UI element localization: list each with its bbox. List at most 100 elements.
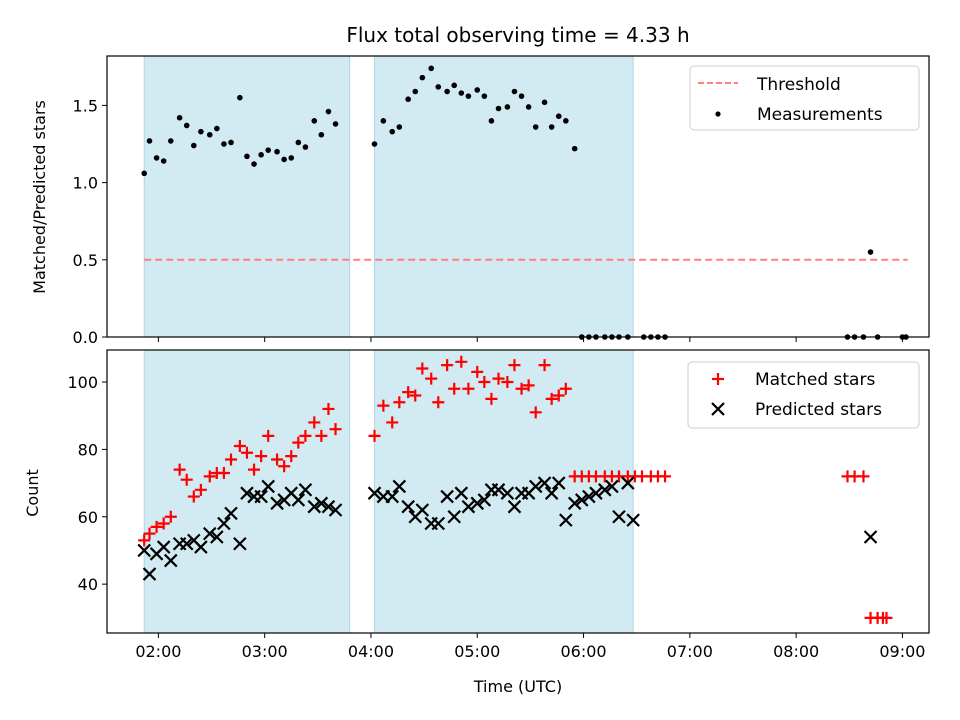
- ratio-y-tick-label: 1.0: [73, 174, 98, 193]
- predicted-star-point: [291, 493, 306, 507]
- matched-star-point: [425, 372, 438, 385]
- measurement-point: [146, 138, 153, 144]
- matched-star-point: [552, 389, 565, 402]
- predicted-star-point: [224, 506, 238, 521]
- measurement-point: [183, 122, 190, 129]
- matched-star-point: [194, 483, 207, 496]
- count-plot-frame: [106, 349, 930, 634]
- predicted-star-point: [307, 499, 322, 514]
- matched-star-point: [278, 460, 291, 473]
- predicted-star-point: [233, 536, 247, 551]
- measurement-point: [389, 128, 396, 135]
- measurement-point: [474, 87, 481, 93]
- matched-star-point: [187, 490, 200, 503]
- predicted-star-point: [321, 499, 336, 514]
- predicted-star-point: [447, 509, 462, 524]
- measurement-point: [251, 161, 257, 167]
- x-tick-label: 07:00: [667, 642, 713, 661]
- predicted-star-point: [240, 486, 254, 500]
- predicted-star-point: [612, 509, 626, 524]
- matched-star-point: [478, 376, 491, 389]
- measurement-point: [396, 124, 403, 130]
- x-tick-label: 03:00: [242, 642, 288, 661]
- matched-star-point: [308, 416, 321, 429]
- matched-star-point: [240, 446, 253, 459]
- count-y-tick-label: 40: [78, 575, 98, 594]
- predicted-star-point: [270, 496, 284, 511]
- matched-star-point: [233, 440, 246, 453]
- x-tick-label: 05:00: [454, 642, 500, 661]
- matched-star-point: [432, 396, 445, 409]
- matched-star-point: [501, 376, 514, 389]
- matched-star-point: [377, 399, 390, 412]
- measurement-point: [214, 125, 220, 132]
- matched-star-point: [492, 372, 505, 385]
- measurement-point: [265, 147, 272, 153]
- matched-star-point: [329, 423, 342, 436]
- predicted-star-point: [626, 513, 640, 527]
- predicted-star-point: [551, 476, 566, 490]
- measurement-point: [541, 99, 548, 106]
- predicted-star-point: [217, 516, 231, 531]
- count-legend-frame: [687, 361, 920, 429]
- matched-star-point: [538, 359, 551, 372]
- matched-star-point: [217, 466, 230, 479]
- matched-star-point: [173, 463, 186, 476]
- measurement-point: [191, 142, 197, 149]
- matched-star-point: [471, 365, 484, 378]
- measurement-point: [495, 105, 502, 112]
- count-y-tick-label: 100: [67, 373, 98, 392]
- legend-predicted-swatch: [711, 402, 725, 416]
- measurement-point: [405, 96, 411, 103]
- measurement-point: [518, 93, 525, 99]
- measurement-point: [153, 155, 160, 161]
- ratio-legend: Threshold Measurements: [689, 65, 920, 131]
- predicted-star-point: [559, 513, 573, 527]
- measurement-point: [295, 139, 302, 146]
- predicted-star-point: [156, 540, 171, 554]
- count-observing-interval: [374, 349, 634, 634]
- legend-matched-label: Matched stars: [755, 370, 875, 390]
- matched-star-point: [455, 355, 468, 368]
- count-y-axis-label: Count: [23, 469, 42, 517]
- matched-star-point: [522, 379, 535, 392]
- measurement-point: [380, 118, 387, 124]
- predicted-star-point: [392, 479, 407, 494]
- matched-star-point: [255, 450, 268, 463]
- predicted-star-point: [621, 476, 635, 490]
- predicted-star-point: [261, 479, 275, 494]
- matched-star-point: [393, 396, 406, 409]
- predicted-star-point: [470, 496, 485, 511]
- matched-star-point: [143, 527, 156, 540]
- predicted-star-point: [194, 540, 208, 554]
- predicted-star-point: [605, 479, 619, 494]
- measurement-point: [258, 152, 264, 158]
- matched-star-point: [150, 520, 163, 533]
- matched-star-point: [462, 382, 475, 395]
- matched-star-point: [285, 450, 298, 463]
- matched-star-point: [545, 392, 558, 405]
- predicted-star-point: [537, 476, 552, 490]
- predicted-star-point: [598, 483, 612, 497]
- measurement-point: [419, 74, 426, 81]
- measurement-point: [167, 138, 174, 144]
- predicted-star-point: [314, 496, 329, 511]
- measurement-point: [274, 148, 280, 155]
- matched-star-point: [315, 429, 328, 442]
- predicted-star-point: [477, 493, 492, 507]
- matched-star-point: [402, 386, 415, 399]
- predicted-star-point: [142, 567, 157, 581]
- measurement-point: [371, 141, 378, 147]
- x-tick-label: 08:00: [773, 642, 819, 661]
- measurement-point: [444, 88, 450, 95]
- matched-star-point: [271, 453, 284, 466]
- measurement-point: [228, 139, 234, 146]
- ratio-observing-interval: [374, 55, 634, 338]
- predicted-star-point: [491, 483, 506, 497]
- matched-star-point: [659, 470, 672, 483]
- legend-measurements-swatch: [715, 111, 721, 117]
- matched-star-point: [299, 429, 312, 442]
- measurement-point: [141, 170, 148, 177]
- predicted-star-point: [863, 530, 878, 544]
